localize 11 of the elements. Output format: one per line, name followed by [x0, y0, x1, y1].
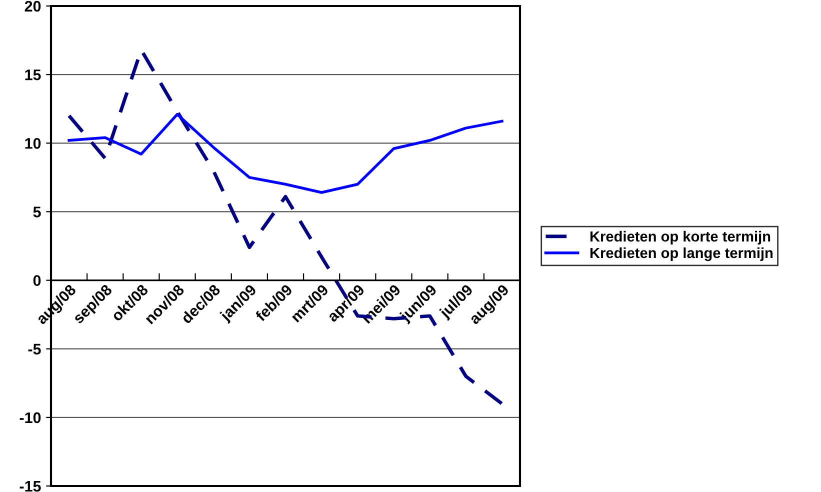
- y-tick-label: 15: [25, 70, 41, 80]
- y-tick-label: -15: [20, 481, 41, 492]
- y-tick-label: 20: [24, 0, 41, 12]
- y-tick-label: 5: [33, 206, 41, 218]
- y-tick-label: -5: [28, 344, 41, 355]
- line-series: [68, 112, 504, 194]
- legend-label: Kredieten op korte termijn: [590, 230, 770, 245]
- y-tick-label: 0: [33, 275, 41, 286]
- legend-label: Kredieten op lange termijn: [590, 247, 773, 262]
- y-tick-label: -10: [20, 412, 41, 424]
- y-tick-label: 10: [25, 138, 41, 149]
